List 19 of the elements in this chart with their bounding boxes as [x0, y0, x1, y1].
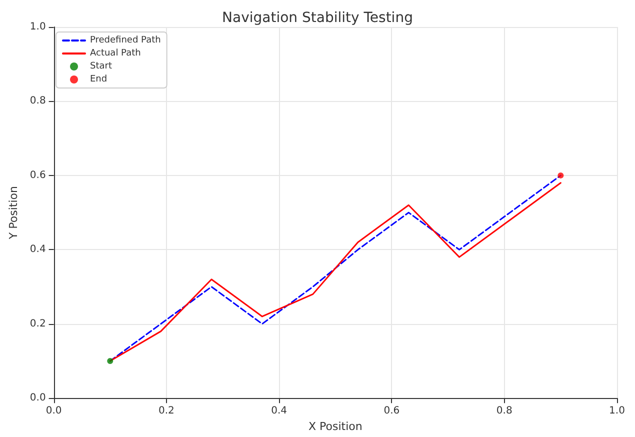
x-tick-label: 1.0 [609, 406, 625, 417]
chart-title: Navigation Stability Testing [222, 10, 413, 26]
y-tick-label: 0.2 [30, 318, 46, 330]
y-tick-label: 0.6 [30, 170, 46, 181]
x-axis-title: X Position [308, 420, 362, 433]
x-tick-label: 0.0 [46, 406, 62, 417]
x-tick-label: 0.2 [158, 406, 174, 417]
y-tick-label: 0.0 [30, 392, 46, 404]
x-tick-label: 0.4 [271, 406, 288, 417]
x-tick-label: 0.6 [384, 406, 400, 417]
y-tick-label: 1.0 [30, 22, 46, 32]
legend-label: Start [90, 62, 112, 72]
y-tick-label: 0.8 [30, 96, 46, 107]
legend-label: Actual Path [90, 48, 141, 58]
legend-label: Predefined Path [90, 36, 161, 46]
y-tick-label: 0.4 [30, 244, 46, 256]
legend-label: End [90, 74, 108, 84]
y-axis-title: Y Position [7, 186, 20, 240]
x-tick-label: 0.8 [496, 406, 512, 417]
